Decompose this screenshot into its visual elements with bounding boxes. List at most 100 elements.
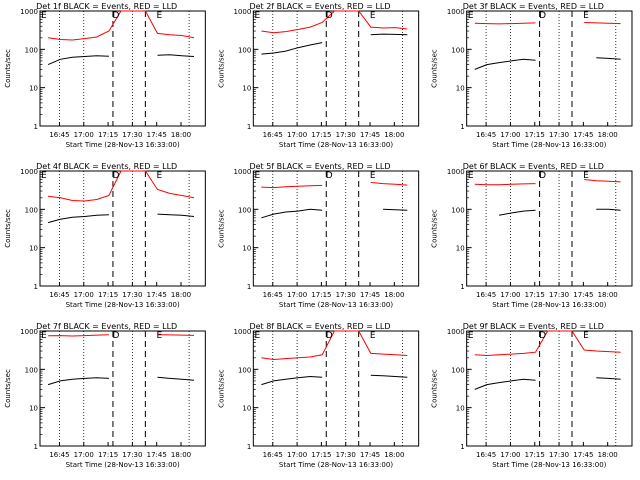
series-line-lld	[474, 183, 536, 186]
series-line-events	[157, 376, 195, 381]
y-tick-label: 100	[451, 366, 464, 374]
event-marker-label: E	[157, 331, 163, 341]
event-marker-label: D	[326, 11, 333, 21]
x-tick-label: 17:00	[74, 451, 94, 459]
series-line-events	[382, 208, 408, 211]
x-axis-label: Start Time (28-Nov-13 16:33:00)	[66, 141, 180, 149]
x-tick-label: 18:00	[598, 131, 618, 139]
y-tick-label: 1	[460, 123, 464, 131]
y-tick-label: 10	[29, 85, 38, 93]
series-line-events	[596, 377, 621, 380]
x-tick-label: 17:15	[525, 131, 545, 139]
event-marker-label: E	[583, 11, 589, 21]
x-axis-label: Start Time (28-Nov-13 16:33:00)	[492, 301, 606, 309]
series-line-events	[261, 42, 323, 55]
plot-frame	[252, 10, 420, 127]
detector-panel-6: Det 6f BLACK = Events, RED = LLD 1 10 100 10…	[431, 162, 633, 309]
y-tick-label: 1000	[234, 328, 252, 336]
plot-frame	[466, 170, 633, 287]
y-tick-label: 1	[460, 283, 464, 291]
series-line-events	[47, 55, 109, 66]
x-tick-label: 18:00	[598, 451, 618, 459]
panel-title: Det 8f BLACK = Events, RED = LLD	[249, 322, 390, 331]
plot-frame	[466, 330, 633, 447]
panel-title: Det 1f BLACK = Events, RED = LLD	[36, 2, 177, 11]
x-axis-label: Start Time (28-Nov-13 16:33:00)	[492, 461, 606, 469]
y-axis-label: Counts/sec	[217, 49, 225, 88]
series-line-events	[596, 208, 621, 211]
detector-panel-2: Det 2f BLACK = Events, RED = LLD 1 10 100 10…	[217, 2, 420, 149]
y-tick-label: 10	[242, 405, 251, 413]
x-tick-label: 16:45	[476, 291, 496, 299]
event-marker-label: D	[326, 171, 333, 181]
x-tick-label: 17:30	[336, 451, 356, 459]
x-tick-label: 17:30	[549, 291, 569, 299]
y-tick-label: 10	[29, 245, 38, 253]
y-tick-label: 1	[460, 443, 464, 451]
x-tick-label: 17:45	[147, 131, 167, 139]
y-tick-label: 1000	[447, 328, 465, 336]
x-tick-label: 17:15	[98, 291, 118, 299]
event-marker-label: E	[583, 171, 589, 181]
y-tick-label: 10	[456, 405, 465, 413]
x-tick-label: 16:45	[49, 291, 69, 299]
x-tick-label: 16:45	[476, 451, 496, 459]
x-tick-label: 16:45	[263, 291, 283, 299]
y-tick-label: 1	[34, 283, 38, 291]
series-line-events	[474, 378, 536, 390]
x-tick-label: 18:00	[171, 291, 191, 299]
x-tick-label: 17:00	[287, 451, 307, 459]
detector-panel-9: Det 9f BLACK = Events, RED = LLD 1 10 100 10…	[431, 322, 633, 469]
y-tick-label: 100	[25, 366, 38, 374]
x-tick-label: 16:45	[49, 131, 69, 139]
panel-title: Det 6f BLACK = Events, RED = LLD	[463, 162, 604, 171]
series-line-events	[474, 58, 536, 70]
y-tick-label: 1000	[20, 328, 38, 336]
series-line-lld	[261, 10, 408, 34]
x-tick-label: 16:45	[49, 451, 69, 459]
series-line-lld	[157, 334, 195, 336]
y-tick-label: 1	[247, 283, 251, 291]
y-tick-label: 100	[238, 46, 251, 54]
panel-title: Det 2f BLACK = Events, RED = LLD	[249, 2, 390, 11]
x-tick-label: 17:00	[74, 131, 94, 139]
x-tick-label: 17:00	[500, 131, 520, 139]
x-tick-label: 17:30	[549, 451, 569, 459]
series-line-lld	[48, 10, 195, 41]
x-axis-label: Start Time (28-Nov-13 16:33:00)	[66, 461, 180, 469]
panel-title: Det 9f BLACK = Events, RED = LLD	[463, 322, 604, 331]
y-axis-label: Counts/sec	[217, 369, 225, 408]
y-tick-label: 1000	[234, 8, 252, 16]
event-marker-label: D	[112, 11, 119, 21]
event-marker-label: E	[468, 11, 474, 21]
y-tick-label: 1000	[447, 8, 465, 16]
series-line-events	[370, 33, 408, 36]
y-tick-label: 100	[25, 46, 38, 54]
event-marker-label: E	[370, 171, 376, 181]
x-tick-label: 17:15	[311, 131, 331, 139]
y-tick-label: 10	[456, 85, 465, 93]
event-marker-label: E	[583, 331, 589, 341]
x-tick-label: 18:00	[384, 291, 404, 299]
y-tick-label: 1000	[20, 8, 38, 16]
event-marker-label: E	[370, 331, 376, 341]
x-tick-label: 17:45	[147, 291, 167, 299]
series-line-events	[157, 213, 195, 217]
y-tick-label: 1000	[20, 168, 38, 176]
plot-frame	[466, 10, 633, 127]
x-tick-label: 17:15	[525, 291, 545, 299]
y-tick-label: 1000	[447, 168, 465, 176]
series-line-events	[261, 375, 323, 386]
x-tick-label: 17:00	[74, 291, 94, 299]
x-axis-label: Start Time (28-Nov-13 16:33:00)	[279, 141, 393, 149]
y-tick-label: 1	[34, 123, 38, 131]
event-marker-label: E	[254, 171, 260, 181]
event-marker-label: E	[41, 331, 47, 341]
y-tick-label: 100	[451, 46, 464, 54]
event-marker-label: E	[157, 171, 163, 181]
y-axis-label: Counts/sec	[4, 49, 12, 88]
x-tick-label: 16:45	[476, 131, 496, 139]
detector-panel-1: Det 1f BLACK = Events, RED = LLD 1 10 100 10…	[4, 2, 206, 149]
series-line-events	[47, 377, 109, 386]
y-tick-label: 10	[29, 405, 38, 413]
